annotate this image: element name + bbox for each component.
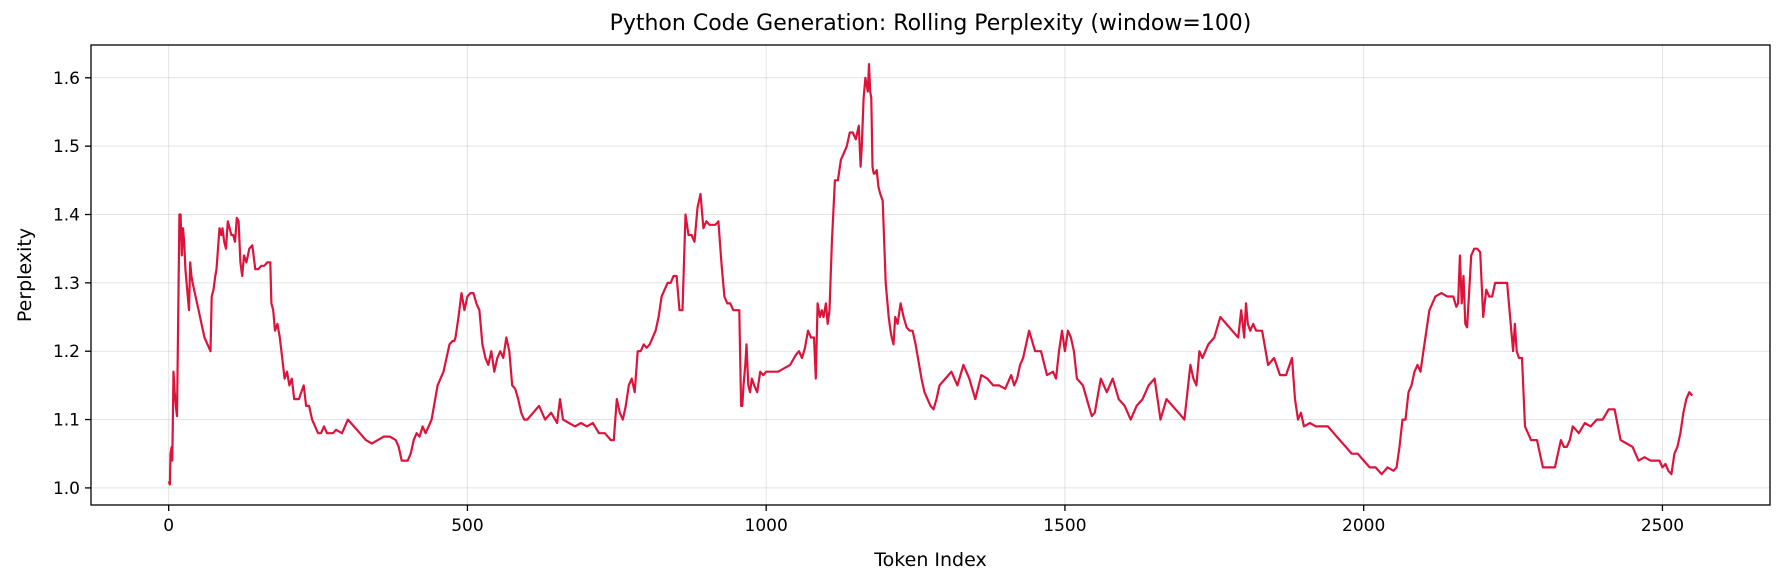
y-tick-label: 1.5 [53,137,80,157]
perplexity-line [167,62,1694,486]
chart-title: Python Code Generation: Rolling Perplexi… [610,11,1252,36]
x-axis-ticks: 0 500 1000 1500 2000 2500 [163,505,1684,536]
x-tick-label: 2000 [1342,516,1385,536]
y-tick-label: 1.2 [53,342,80,362]
y-tick-label: 1.0 [53,479,80,499]
x-tick-label: 500 [451,516,483,536]
x-tick-label: 1500 [1043,516,1086,536]
y-tick-label: 1.3 [53,274,80,294]
plot-frame [90,44,1771,506]
x-tick-label: 2500 [1641,516,1684,536]
series-layer [167,62,1694,486]
x-axis-label: Token Index [873,549,986,571]
y-tick-label: 1.4 [53,206,80,226]
x-tick-label: 1000 [745,516,788,536]
y-axis-label: Perplexity [14,228,36,322]
y-axis-ticks: 1.0 1.1 1.2 1.3 1.4 1.5 1.6 [53,69,91,499]
x-tick-label: 0 [163,516,174,536]
gridlines [91,45,1770,505]
y-tick-label: 1.1 [53,411,80,431]
y-tick-label: 1.6 [53,69,80,89]
